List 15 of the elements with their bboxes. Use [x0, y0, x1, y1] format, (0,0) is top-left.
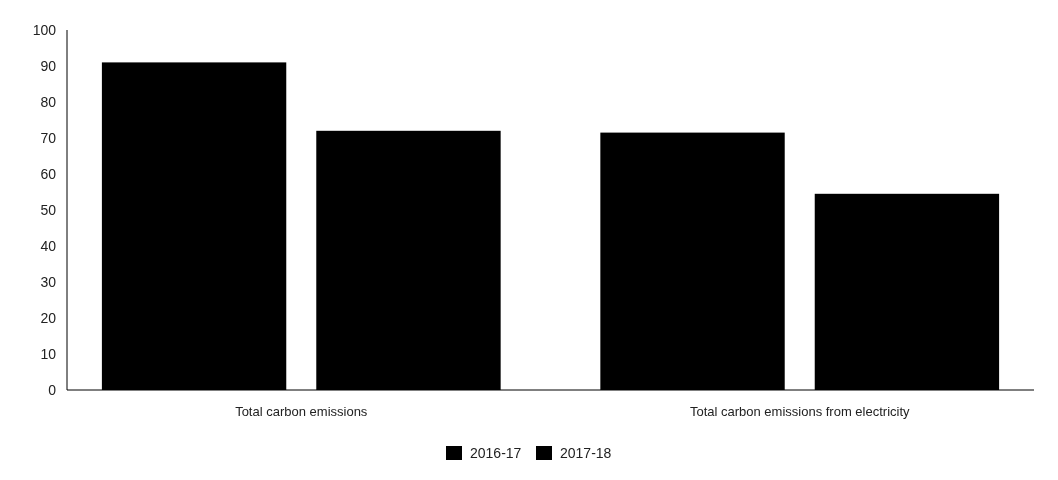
y-tick-label: 100 [32, 21, 57, 38]
y-tick-label: 0 [48, 381, 57, 398]
legend-label: 2017-18 [560, 444, 612, 461]
y-tick-label: 30 [40, 273, 57, 290]
y-tick-label: 60 [40, 165, 57, 182]
y-tick-label: 50 [40, 201, 57, 218]
y-tick-label: 20 [40, 309, 57, 326]
y-tick-label: 10 [40, 345, 57, 362]
y-tick-label: 70 [40, 129, 57, 146]
y-tick-label: 80 [40, 93, 57, 110]
x-tick-label: Total carbon emissions from electricity [689, 404, 911, 419]
y-tick-label: 90 [40, 57, 57, 74]
x-tick-label: Total carbon emissions [235, 404, 368, 419]
y-tick-label: 40 [40, 237, 57, 254]
legend-label: 2016-17 [470, 444, 522, 461]
